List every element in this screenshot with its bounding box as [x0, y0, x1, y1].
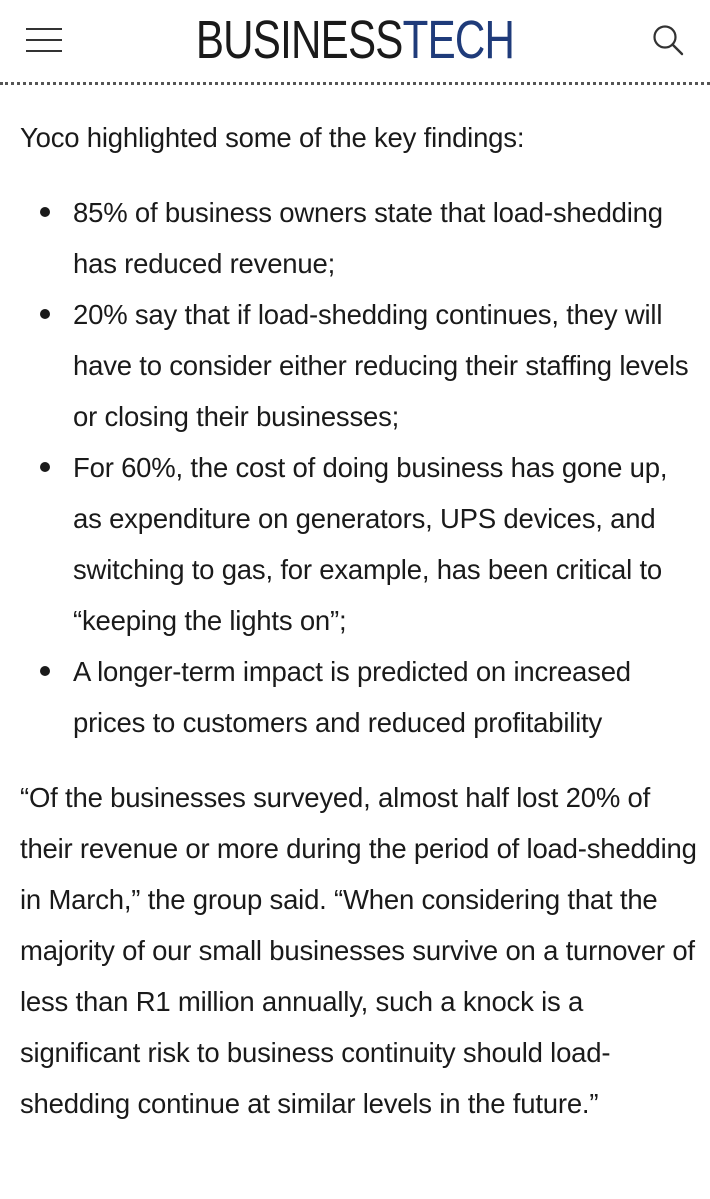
list-item: 85% of business owners state that load-s… [20, 187, 700, 289]
hamburger-menu-icon[interactable] [26, 22, 62, 56]
findings-list: 85% of business owners state that load-s… [20, 187, 700, 748]
site-header: BUSINESSTECH [0, 0, 710, 85]
quote-paragraph: “Of the businesses surveyed, almost half… [20, 782, 697, 1119]
list-item: For 60%, the cost of doing business has … [20, 442, 700, 646]
logo-tech: TECH [402, 10, 515, 70]
finding-text: 20% say that if load-shedding continues,… [73, 299, 689, 432]
finding-text: For 60%, the cost of doing business has … [73, 452, 668, 636]
site-logo[interactable]: BUSINESSTECH [78, 10, 632, 70]
header-divider [0, 82, 710, 85]
intro-paragraph: Yoco highlighted some of the key finding… [20, 122, 525, 153]
finding-text: A longer-term impact is predicted on inc… [73, 656, 631, 738]
list-item: 20% say that if load-shedding continues,… [20, 289, 700, 442]
bullet-icon [40, 207, 50, 217]
finding-text: 85% of business owners state that load-s… [73, 197, 663, 279]
bullet-icon [40, 462, 50, 472]
list-item: A longer-term impact is predicted on inc… [20, 646, 700, 748]
article-body: Yoco highlighted some of the key finding… [20, 112, 700, 1129]
bullet-icon [40, 666, 50, 676]
bullet-icon [40, 309, 50, 319]
search-icon[interactable] [650, 22, 686, 58]
logo-business: BUSINESS [195, 10, 404, 70]
